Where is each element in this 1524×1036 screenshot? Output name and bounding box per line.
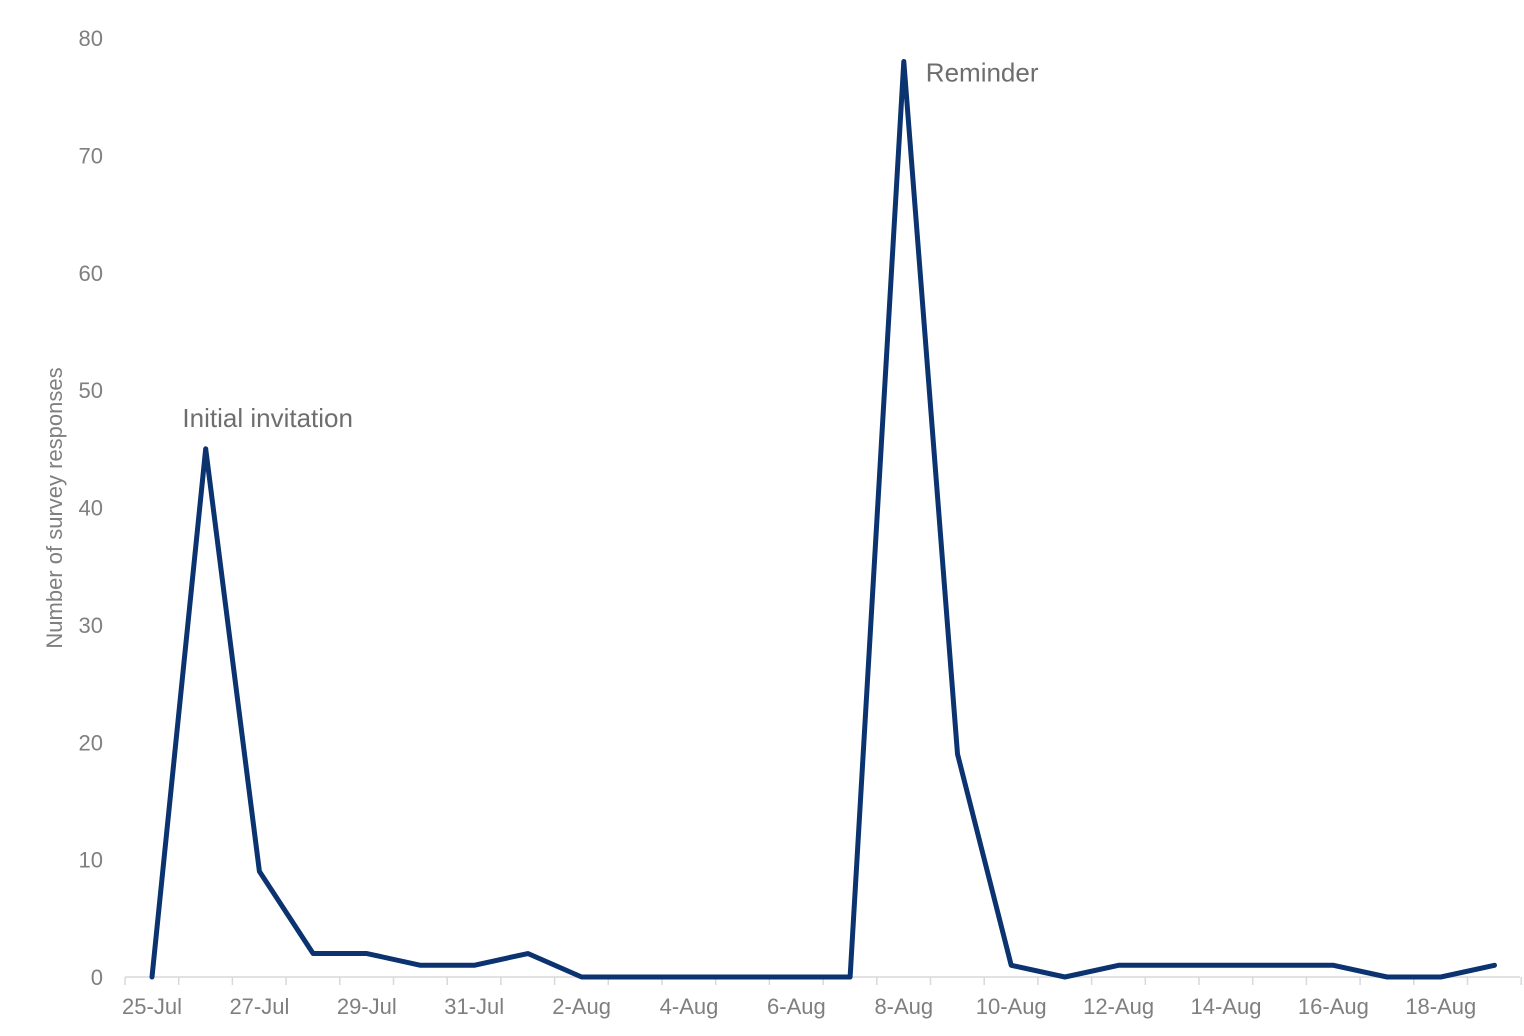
series-line (149, 58, 1497, 980)
x-tick-label: 14-Aug (1191, 994, 1262, 1019)
annotations: Initial invitation Reminder (182, 57, 1038, 432)
annotation-label: Reminder (926, 57, 1039, 87)
x-tick-label: 27-Jul (229, 994, 289, 1019)
x-tick-label: 8-Aug (874, 994, 933, 1019)
y-tick-label: 50 (79, 378, 103, 403)
series-group (149, 58, 1497, 980)
y-axis-title-group: Number of survey responses (42, 367, 67, 648)
x-tick-label: 4-Aug (660, 994, 719, 1019)
x-axis: 25-Jul 27-Jul 29-Jul 31-Jul 2-Aug 4-Aug 6-Aug 8… (122, 976, 1522, 1019)
x-tick-label: 31-Jul (444, 994, 504, 1019)
x-tick-label: 2-Aug (552, 994, 611, 1019)
annotation-label: Initial invitation (182, 403, 353, 433)
y-tick-label: 0 (91, 965, 103, 990)
y-tick-label: 60 (79, 261, 103, 286)
x-tick-label: 29-Jul (337, 994, 397, 1019)
x-tick-label: 10-Aug (976, 994, 1047, 1019)
y-tick-label: 40 (79, 496, 103, 521)
y-axis-title: Number of survey responses (42, 367, 67, 648)
y-tick-label: 70 (79, 143, 103, 168)
x-tick-label: 16-Aug (1298, 994, 1369, 1019)
x-tick-label: 12-Aug (1083, 994, 1154, 1019)
x-tick-label: 25-Jul (122, 994, 182, 1019)
y-axis-ticks: 0 10 20 30 40 50 60 70 80 (79, 26, 103, 990)
y-tick-label: 80 (79, 26, 103, 51)
y-tick-label: 20 (79, 730, 103, 755)
x-tick-label: 6-Aug (767, 994, 826, 1019)
x-tick-label: 18-Aug (1405, 994, 1476, 1019)
y-tick-label: 10 (79, 848, 103, 873)
y-tick-label: 30 (79, 613, 103, 638)
